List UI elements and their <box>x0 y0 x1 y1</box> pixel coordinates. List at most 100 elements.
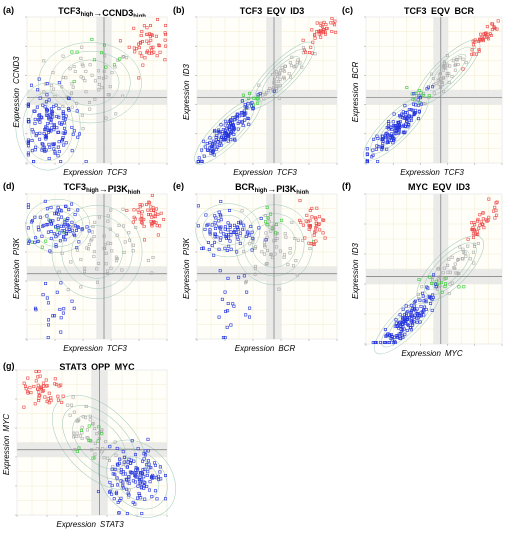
data-point-high <box>311 40 315 44</box>
data-point-high <box>36 383 40 387</box>
data-point-other <box>90 73 94 77</box>
data-point-other <box>436 287 440 291</box>
data-point-high <box>56 394 60 398</box>
data-point-high <box>140 220 144 224</box>
data-point-high <box>487 197 491 201</box>
data-point-low <box>398 313 402 317</box>
data-point-high <box>477 49 481 53</box>
data-point-low <box>236 237 240 241</box>
data-point-other <box>104 251 108 255</box>
data-point-low <box>213 235 217 239</box>
data-point-other <box>263 214 267 218</box>
data-point-low <box>57 81 61 85</box>
data-point-low <box>229 247 233 251</box>
data-point-low <box>158 470 162 474</box>
data-point-low <box>250 248 254 252</box>
data-point-high <box>149 219 153 223</box>
data-point-low <box>221 336 225 340</box>
data-point-low <box>227 135 231 139</box>
data-point-other <box>131 249 135 253</box>
data-point-low <box>34 236 38 240</box>
data-point-low <box>131 479 135 483</box>
data-point-low <box>49 206 53 210</box>
data-point-other <box>452 266 456 270</box>
data-point-high <box>317 32 321 36</box>
data-point-low <box>257 226 261 230</box>
data-point-low <box>53 150 57 154</box>
data-point-low <box>159 477 163 481</box>
data-point-low <box>397 128 401 132</box>
data-point-low <box>47 115 51 119</box>
data-point-high <box>471 228 475 232</box>
data-point-other <box>448 282 452 286</box>
x-axis-label: Expression MYC <box>401 349 466 358</box>
data-point-low <box>48 145 52 149</box>
data-point-low <box>119 468 123 472</box>
data-point-mid <box>112 63 116 67</box>
data-point-low <box>33 117 37 121</box>
data-point-other <box>267 89 271 93</box>
data-point-low <box>125 478 129 482</box>
data-point-high <box>136 42 140 46</box>
data-point-high <box>307 241 311 245</box>
data-point-low <box>237 221 241 225</box>
data-point-low <box>142 457 146 461</box>
data-point-low <box>401 123 405 127</box>
data-point-low <box>45 135 49 139</box>
data-point-low <box>432 273 436 277</box>
data-point-mid <box>255 96 259 100</box>
data-point-other <box>89 239 93 243</box>
data-point-low <box>33 121 37 125</box>
data-point-low <box>200 148 204 152</box>
data-point-high <box>32 385 36 389</box>
data-point-high <box>150 193 154 197</box>
data-point-other <box>83 266 87 270</box>
data-point-low <box>113 472 117 476</box>
data-point-other <box>263 252 267 256</box>
data-point-low <box>54 235 58 239</box>
data-point-high <box>141 63 145 67</box>
data-point-low <box>70 125 74 129</box>
data-point-other <box>456 258 460 262</box>
data-point-high <box>330 30 334 34</box>
data-point-low <box>237 275 241 279</box>
data-point-low <box>71 132 75 136</box>
data-point-other <box>271 73 275 77</box>
data-point-other <box>84 404 88 408</box>
data-point-low <box>399 325 403 329</box>
data-point-high <box>147 213 151 217</box>
data-point-other <box>113 440 117 444</box>
data-point-high <box>34 379 38 383</box>
data-point-low <box>45 207 49 211</box>
data-point-low <box>36 88 40 92</box>
data-point-other <box>109 208 113 212</box>
data-point-other <box>240 209 244 213</box>
data-point-low <box>225 132 229 136</box>
data-point-low <box>75 228 79 232</box>
data-point-low <box>214 224 218 228</box>
data-point-other <box>146 258 150 262</box>
data-point-other <box>464 61 468 65</box>
data-point-mid <box>274 231 278 235</box>
data-point-high <box>140 40 144 44</box>
data-point-high <box>470 52 474 56</box>
data-point-other <box>93 452 97 456</box>
data-point-low <box>232 230 236 234</box>
data-point-low <box>54 243 58 247</box>
data-point-other <box>70 91 74 95</box>
data-point-low <box>227 236 231 240</box>
data-point-low <box>34 134 38 138</box>
data-point-high <box>42 389 46 393</box>
data-point-other <box>42 59 46 63</box>
data-point-other <box>274 84 278 88</box>
data-point-low <box>381 141 385 145</box>
density-contour <box>431 249 470 289</box>
data-point-low <box>149 466 153 470</box>
data-point-low <box>43 105 47 109</box>
data-point-low <box>75 109 79 113</box>
data-point-other <box>66 403 70 407</box>
data-point-low <box>223 290 227 294</box>
data-point-low <box>228 128 232 132</box>
data-point-high <box>495 213 499 217</box>
data-point-low <box>429 296 433 300</box>
